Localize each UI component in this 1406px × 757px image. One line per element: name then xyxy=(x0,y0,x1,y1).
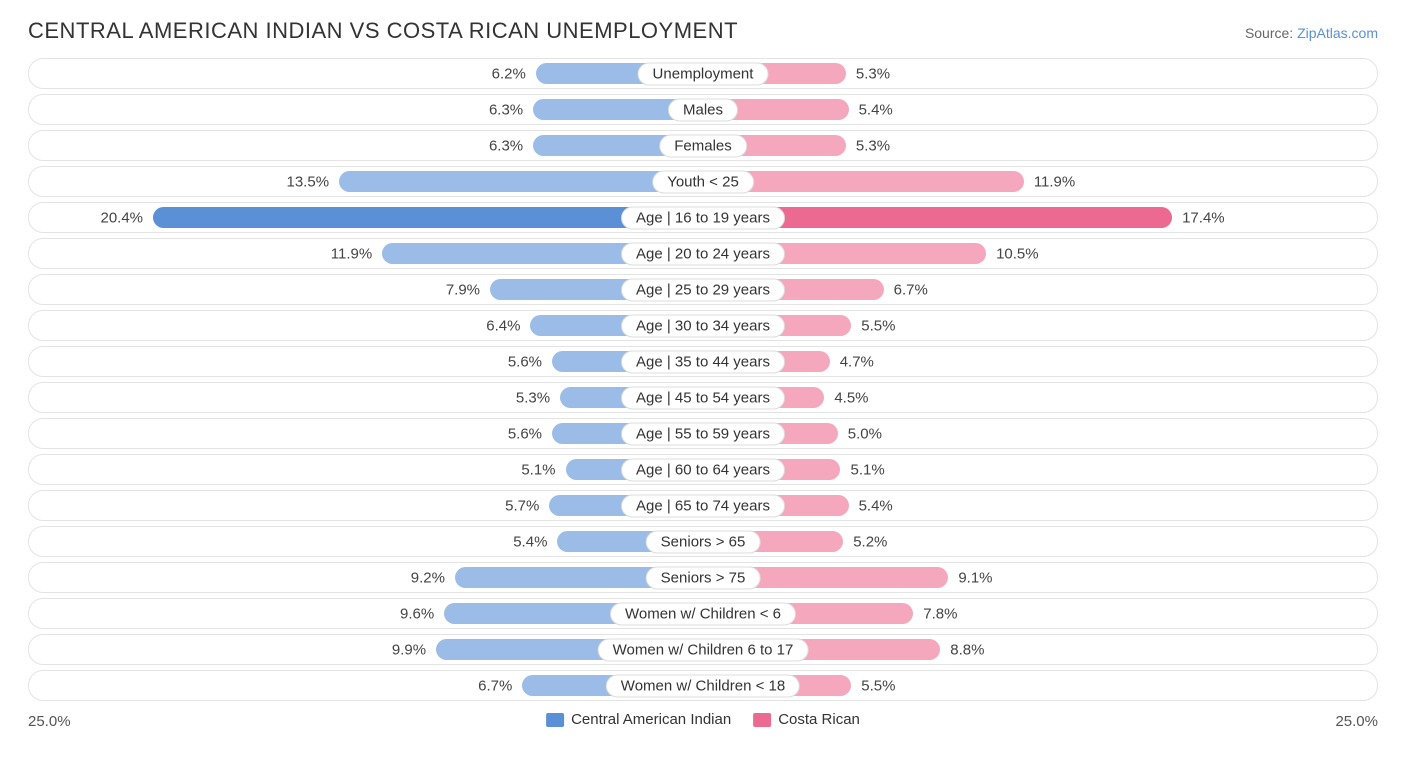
value-label-left: 5.1% xyxy=(521,461,555,478)
chart-header: CENTRAL AMERICAN INDIAN VS COSTA RICAN U… xyxy=(28,18,1378,44)
chart-row: 5.4% 5.2% Seniors > 65 xyxy=(28,526,1378,557)
category-label: Women w/ Children < 18 xyxy=(606,674,800,697)
value-label-left: 20.4% xyxy=(100,209,143,226)
chart-footer: 25.0% Central American Indian Costa Rica… xyxy=(28,709,1378,739)
bar-left xyxy=(339,171,703,192)
chart-row: 7.9% 6.7% Age | 25 to 29 years xyxy=(28,274,1378,305)
legend-item-right: Costa Rican xyxy=(753,711,860,728)
value-label-left: 9.2% xyxy=(411,569,445,586)
legend-label-left: Central American Indian xyxy=(571,711,731,728)
category-label: Females xyxy=(659,134,747,157)
legend-item-left: Central American Indian xyxy=(546,711,731,728)
category-label: Age | 30 to 34 years xyxy=(621,314,785,337)
value-label-left: 7.9% xyxy=(446,281,480,298)
chart-row: 5.6% 5.0% Age | 55 to 59 years xyxy=(28,418,1378,449)
category-label: Age | 45 to 54 years xyxy=(621,386,785,409)
value-label-left: 5.4% xyxy=(513,533,547,550)
legend: Central American Indian Costa Rican xyxy=(546,711,860,728)
value-label-right: 5.5% xyxy=(861,317,895,334)
value-label-right: 5.0% xyxy=(848,425,882,442)
axis-max-left: 25.0% xyxy=(28,713,71,730)
chart-row: 5.7% 5.4% Age | 65 to 74 years xyxy=(28,490,1378,521)
value-label-right: 5.3% xyxy=(856,65,890,82)
category-label: Age | 55 to 59 years xyxy=(621,422,785,445)
value-label-left: 11.9% xyxy=(331,245,372,262)
value-label-right: 5.2% xyxy=(853,533,887,550)
chart-row: 9.6% 7.8% Women w/ Children < 6 xyxy=(28,598,1378,629)
value-label-left: 6.3% xyxy=(489,137,523,154)
category-label: Seniors > 75 xyxy=(646,566,761,589)
source-attribution: Source: ZipAtlas.com xyxy=(1245,25,1378,41)
chart-row: 11.9% 10.5% Age | 20 to 24 years xyxy=(28,238,1378,269)
diverging-bar-chart: 6.2% 5.3% Unemployment 6.3% 5.4% Males 6.3% 5.3… xyxy=(28,58,1378,701)
value-label-right: 5.5% xyxy=(861,677,895,694)
value-label-right: 10.5% xyxy=(996,245,1039,262)
legend-swatch-left xyxy=(546,713,564,727)
chart-row: 6.3% 5.3% Females xyxy=(28,130,1378,161)
chart-title: CENTRAL AMERICAN INDIAN VS COSTA RICAN U… xyxy=(28,18,738,44)
value-label-left: 6.4% xyxy=(486,317,520,334)
source-label: Source: xyxy=(1245,25,1297,41)
category-label: Unemployment xyxy=(638,62,769,85)
category-label: Age | 20 to 24 years xyxy=(621,242,785,265)
chart-row: 9.9% 8.8% Women w/ Children 6 to 17 xyxy=(28,634,1378,665)
value-label-left: 9.9% xyxy=(392,641,426,658)
category-label: Women w/ Children < 6 xyxy=(610,602,796,625)
category-label: Age | 25 to 29 years xyxy=(621,278,785,301)
chart-row: 5.1% 5.1% Age | 60 to 64 years xyxy=(28,454,1378,485)
value-label-right: 5.4% xyxy=(859,101,893,118)
chart-row: 9.2% 9.1% Seniors > 75 xyxy=(28,562,1378,593)
value-label-left: 13.5% xyxy=(287,173,330,190)
axis-max-right: 25.0% xyxy=(1335,713,1378,730)
legend-swatch-right xyxy=(753,713,771,727)
chart-row: 13.5% 11.9% Youth < 25 xyxy=(28,166,1378,197)
value-label-left: 5.3% xyxy=(516,389,550,406)
category-label: Youth < 25 xyxy=(652,170,754,193)
value-label-right: 5.3% xyxy=(856,137,890,154)
value-label-right: 5.4% xyxy=(859,497,893,514)
category-label: Males xyxy=(668,98,738,121)
chart-row: 5.3% 4.5% Age | 45 to 54 years xyxy=(28,382,1378,413)
chart-row: 6.4% 5.5% Age | 30 to 34 years xyxy=(28,310,1378,341)
value-label-right: 8.8% xyxy=(950,641,984,658)
category-label: Age | 65 to 74 years xyxy=(621,494,785,517)
category-label: Age | 60 to 64 years xyxy=(621,458,785,481)
value-label-right: 17.4% xyxy=(1182,209,1225,226)
chart-row: 6.3% 5.4% Males xyxy=(28,94,1378,125)
category-label: Age | 16 to 19 years xyxy=(621,206,785,229)
value-label-left: 5.7% xyxy=(505,497,539,514)
value-label-right: 6.7% xyxy=(894,281,928,298)
value-label-right: 4.5% xyxy=(834,389,868,406)
value-label-left: 6.2% xyxy=(492,65,526,82)
value-label-left: 6.7% xyxy=(478,677,512,694)
value-label-left: 5.6% xyxy=(508,353,542,370)
category-label: Seniors > 65 xyxy=(646,530,761,553)
value-label-right: 4.7% xyxy=(840,353,874,370)
value-label-right: 5.1% xyxy=(850,461,884,478)
value-label-right: 9.1% xyxy=(958,569,992,586)
chart-row: 6.7% 5.5% Women w/ Children < 18 xyxy=(28,670,1378,701)
category-label: Women w/ Children 6 to 17 xyxy=(598,638,809,661)
source-value: ZipAtlas.com xyxy=(1297,25,1378,41)
value-label-right: 7.8% xyxy=(923,605,957,622)
value-label-right: 11.9% xyxy=(1034,173,1075,190)
value-label-left: 5.6% xyxy=(508,425,542,442)
value-label-left: 9.6% xyxy=(400,605,434,622)
legend-label-right: Costa Rican xyxy=(778,711,860,728)
chart-row: 5.6% 4.7% Age | 35 to 44 years xyxy=(28,346,1378,377)
category-label: Age | 35 to 44 years xyxy=(621,350,785,373)
value-label-left: 6.3% xyxy=(489,101,523,118)
chart-row: 6.2% 5.3% Unemployment xyxy=(28,58,1378,89)
chart-row: 20.4% 17.4% Age | 16 to 19 years xyxy=(28,202,1378,233)
